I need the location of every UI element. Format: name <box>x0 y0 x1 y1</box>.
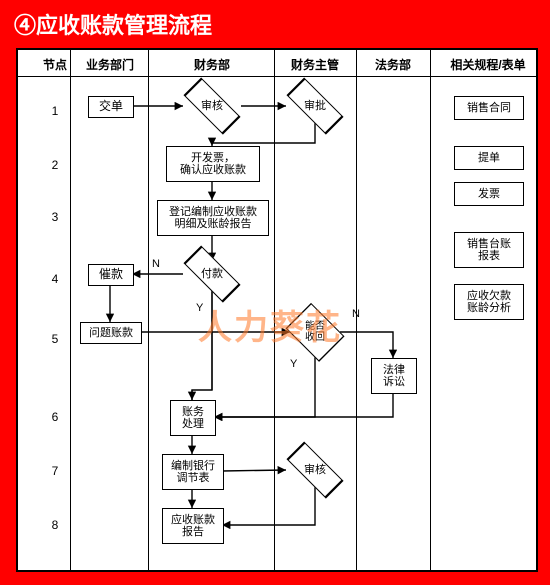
node-number-8: 8 <box>40 518 70 532</box>
edge-label-3: Y <box>290 358 297 370</box>
col-header-biz: 业务部门 <box>74 56 146 73</box>
node-number-5: 5 <box>40 332 70 346</box>
node-number-4: 4 <box>40 272 70 286</box>
rect-report: 应收账款 报告 <box>162 508 224 544</box>
diamond-approve: 审批 <box>286 93 344 119</box>
title-number: ④ <box>14 13 36 38</box>
rect-problem: 问题账款 <box>80 322 142 344</box>
diamond-label-review: 审核 <box>286 465 344 477</box>
edge-label-1: Y <box>196 302 203 314</box>
diamond-pay: 付款 <box>183 261 241 287</box>
node-number-1: 1 <box>40 104 70 118</box>
rect-lawsuit: 法律 诉讼 <box>371 358 417 394</box>
rect-invoice: 开发票， 确认应收账款 <box>166 146 260 182</box>
col-header-fin: 财务部 <box>152 56 272 73</box>
col-rule-2 <box>274 50 275 570</box>
page-title: ④应收账款管理流程 <box>0 0 550 46</box>
col-rule-0 <box>70 50 71 570</box>
edge-label-0: N <box>152 258 160 270</box>
rect-urge: 催款 <box>88 264 134 286</box>
node-number-3: 3 <box>40 210 70 224</box>
rect-bankrec: 编制银行 调节表 <box>162 454 224 490</box>
node-number-6: 6 <box>40 410 70 424</box>
form-0: 销售合同 <box>454 96 524 120</box>
col-rule-1 <box>148 50 149 570</box>
edge-label-2: N <box>352 308 360 320</box>
diamond-review: 审核 <box>286 457 344 483</box>
diamond-label-recover: 能否 收回 <box>290 322 340 343</box>
form-1: 提单 <box>454 146 524 170</box>
diamond-label-approve: 审批 <box>286 101 344 113</box>
form-2: 发票 <box>454 182 524 206</box>
col-header-legal: 法务部 <box>358 56 428 73</box>
rect-process: 账务 处理 <box>170 400 216 436</box>
diamond-audit: 审核 <box>183 93 241 119</box>
diamond-recover: 能否 收回 <box>290 313 340 351</box>
node-number-2: 2 <box>40 158 70 172</box>
col-header-sup: 财务主管 <box>276 56 354 73</box>
title-text: 应收账款管理流程 <box>36 13 212 38</box>
flowchart-panel: 节点业务部门财务部财务主管法务部相关规程/表单12345678交单开发票， 确认… <box>16 48 538 572</box>
diamond-label-pay: 付款 <box>183 269 241 281</box>
header-rule <box>18 76 536 77</box>
form-3: 销售台账 报表 <box>454 232 524 268</box>
rect-submit: 交单 <box>88 96 134 118</box>
node-number-7: 7 <box>40 464 70 478</box>
col-header-node: 节点 <box>40 56 70 73</box>
col-header-forms: 相关规程/表单 <box>432 56 544 73</box>
col-rule-4 <box>430 50 431 570</box>
diamond-label-audit: 审核 <box>183 101 241 113</box>
form-4: 应收欠款 账龄分析 <box>454 284 524 320</box>
rect-register: 登记编制应收账款 明细及账龄报告 <box>157 200 269 236</box>
